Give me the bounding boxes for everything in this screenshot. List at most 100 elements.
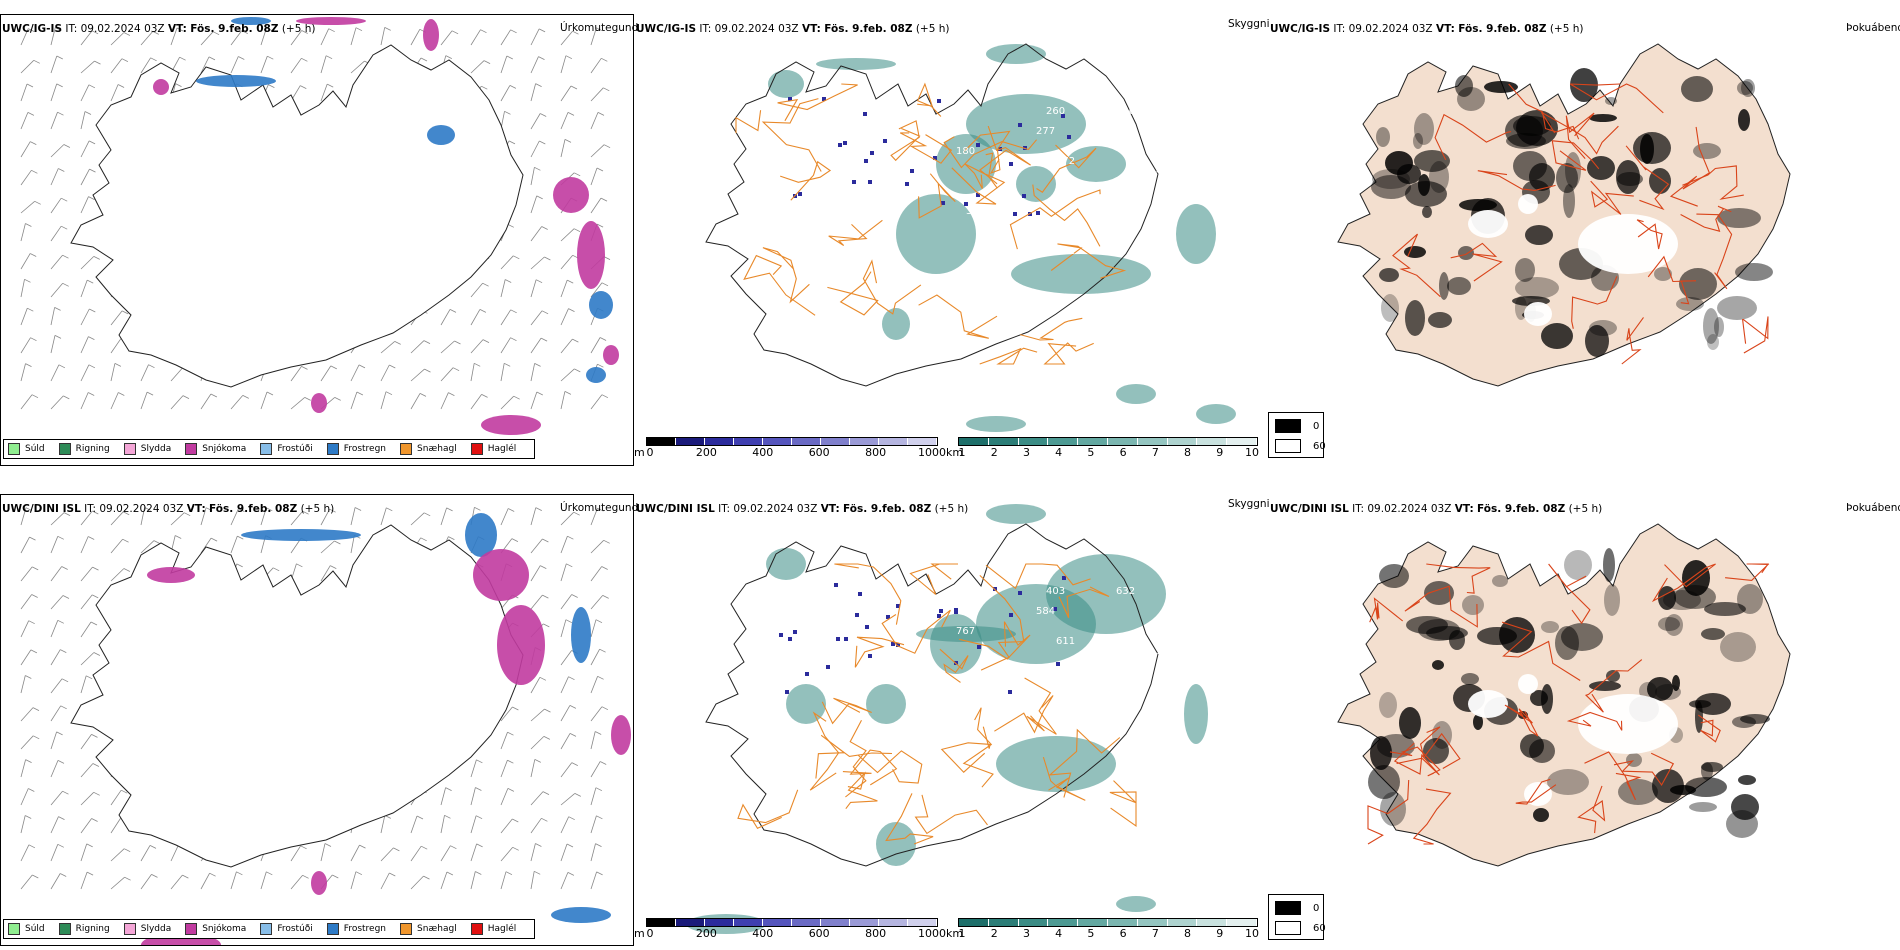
road [1032,184,1101,247]
wind-barb [80,734,92,750]
wind-barb-flag [596,27,603,32]
wind-barb-flag [242,395,249,399]
wind-barb [590,595,604,610]
wind-barb-flag [445,787,452,791]
colorbar-tick-label: 3 [1022,927,1030,940]
wind-barb-flag [121,58,129,63]
wind-barb-flag [601,706,609,711]
cloud-panel-row2: 767 611 584 403 632 253 330 106 [636,494,1268,946]
fog-cell [1681,76,1713,102]
wind-barb [590,282,603,298]
cloud-base-cell [976,193,980,197]
fog-legend-item: 60 [1275,921,1326,935]
wind-barb-flag [358,364,366,369]
wind-barb-flag [300,845,307,850]
wind-barb [80,392,89,410]
wind-barb [20,83,28,102]
wind-barb [530,818,542,834]
cloud-base-cell [937,99,941,103]
fog-cell [1459,199,1497,211]
wind-barb-flag [541,817,548,822]
wind-barb-flag [480,29,487,34]
fog-cell [1513,151,1547,181]
wind-barb-flag [114,363,122,367]
cloud-area [1066,146,1126,182]
fog-cell [1589,114,1617,122]
road [1058,586,1110,619]
precip-legend-label: Frostregn [343,924,387,934]
wind-barb [440,30,453,46]
wind-barb-flag [62,254,69,259]
wind-barb [530,56,539,74]
wind-barb-flag [359,844,366,849]
fog-cell [1461,673,1479,685]
wind-barb-flag [571,594,578,598]
wind-barb [530,391,538,410]
wind-barb [410,512,425,526]
fog-cell [1693,143,1721,159]
wind-barb [530,871,535,890]
cloud-base-colorbar-row1: m 0 200 400 600 800 1000 [634,437,946,459]
precip-legend-label: Haglél [487,444,517,454]
wind-barb [440,871,448,890]
wind-barb [470,29,481,46]
cloud-base-cell [868,654,872,658]
colorbar-swatch [676,919,705,926]
wind-barb [590,394,603,410]
wind-barb-flag [123,568,131,572]
fog-cell [1701,762,1713,780]
colorbar-tick-label: 1000 [918,446,946,459]
precip-area [427,125,455,145]
fog-legend-label: 60 [1313,922,1326,934]
cloud-base-label: 272 [1056,156,1075,167]
precip-legend-item: Frostregn [326,923,387,935]
colorbar-tick-label: 8 [1184,927,1192,940]
colorbar-swatch [1048,438,1079,445]
road [1050,243,1127,279]
wind-barb [50,512,65,526]
colorbar-tick-label: 0 [646,927,654,940]
wind-barb [500,85,511,102]
wind-barb [380,507,387,526]
wind-barb-flag [505,279,512,283]
wind-barb [350,507,356,526]
wind-barb [80,871,88,890]
wind-barb [290,510,303,526]
fog-cell [1379,564,1409,588]
fog-cell [1405,300,1425,336]
road [845,719,867,798]
cloud-base-label: 632 [1116,586,1135,597]
wind-barb-flag [448,392,455,396]
road [1434,113,1512,161]
precip-legend-item: Haglél [470,923,516,935]
wind-barb [590,87,604,102]
wind-barb-flag [88,536,95,540]
wind-barb [110,363,116,382]
fog-cell [1399,707,1421,739]
road [737,789,799,829]
precip-area [571,607,591,663]
wind-barb [230,30,243,46]
colorbar-unit: m [634,446,645,459]
wind-barb-flag [541,310,549,315]
road [762,247,810,304]
wind-barb-flag [506,55,513,60]
wind-barb [80,566,93,582]
cloud-area [876,822,916,866]
road [1042,756,1086,801]
precip-area [577,221,605,289]
wind-barb [560,391,566,410]
precip-legend-swatch [470,923,483,935]
cloud-area [996,736,1116,792]
wind-barb-flag [57,760,65,764]
fog-legend-swatch [1275,901,1301,915]
wind-barb-flag [88,392,95,396]
wind-barb-flag [330,365,337,370]
wind-barb-flag [393,847,400,852]
cloud-base-cell [858,592,862,596]
wind-barb [320,28,330,46]
wind-barb [50,335,56,354]
cloud-base-label: 260 [1046,106,1065,117]
fog-cell [1685,777,1727,797]
fog-cell [1381,294,1399,322]
